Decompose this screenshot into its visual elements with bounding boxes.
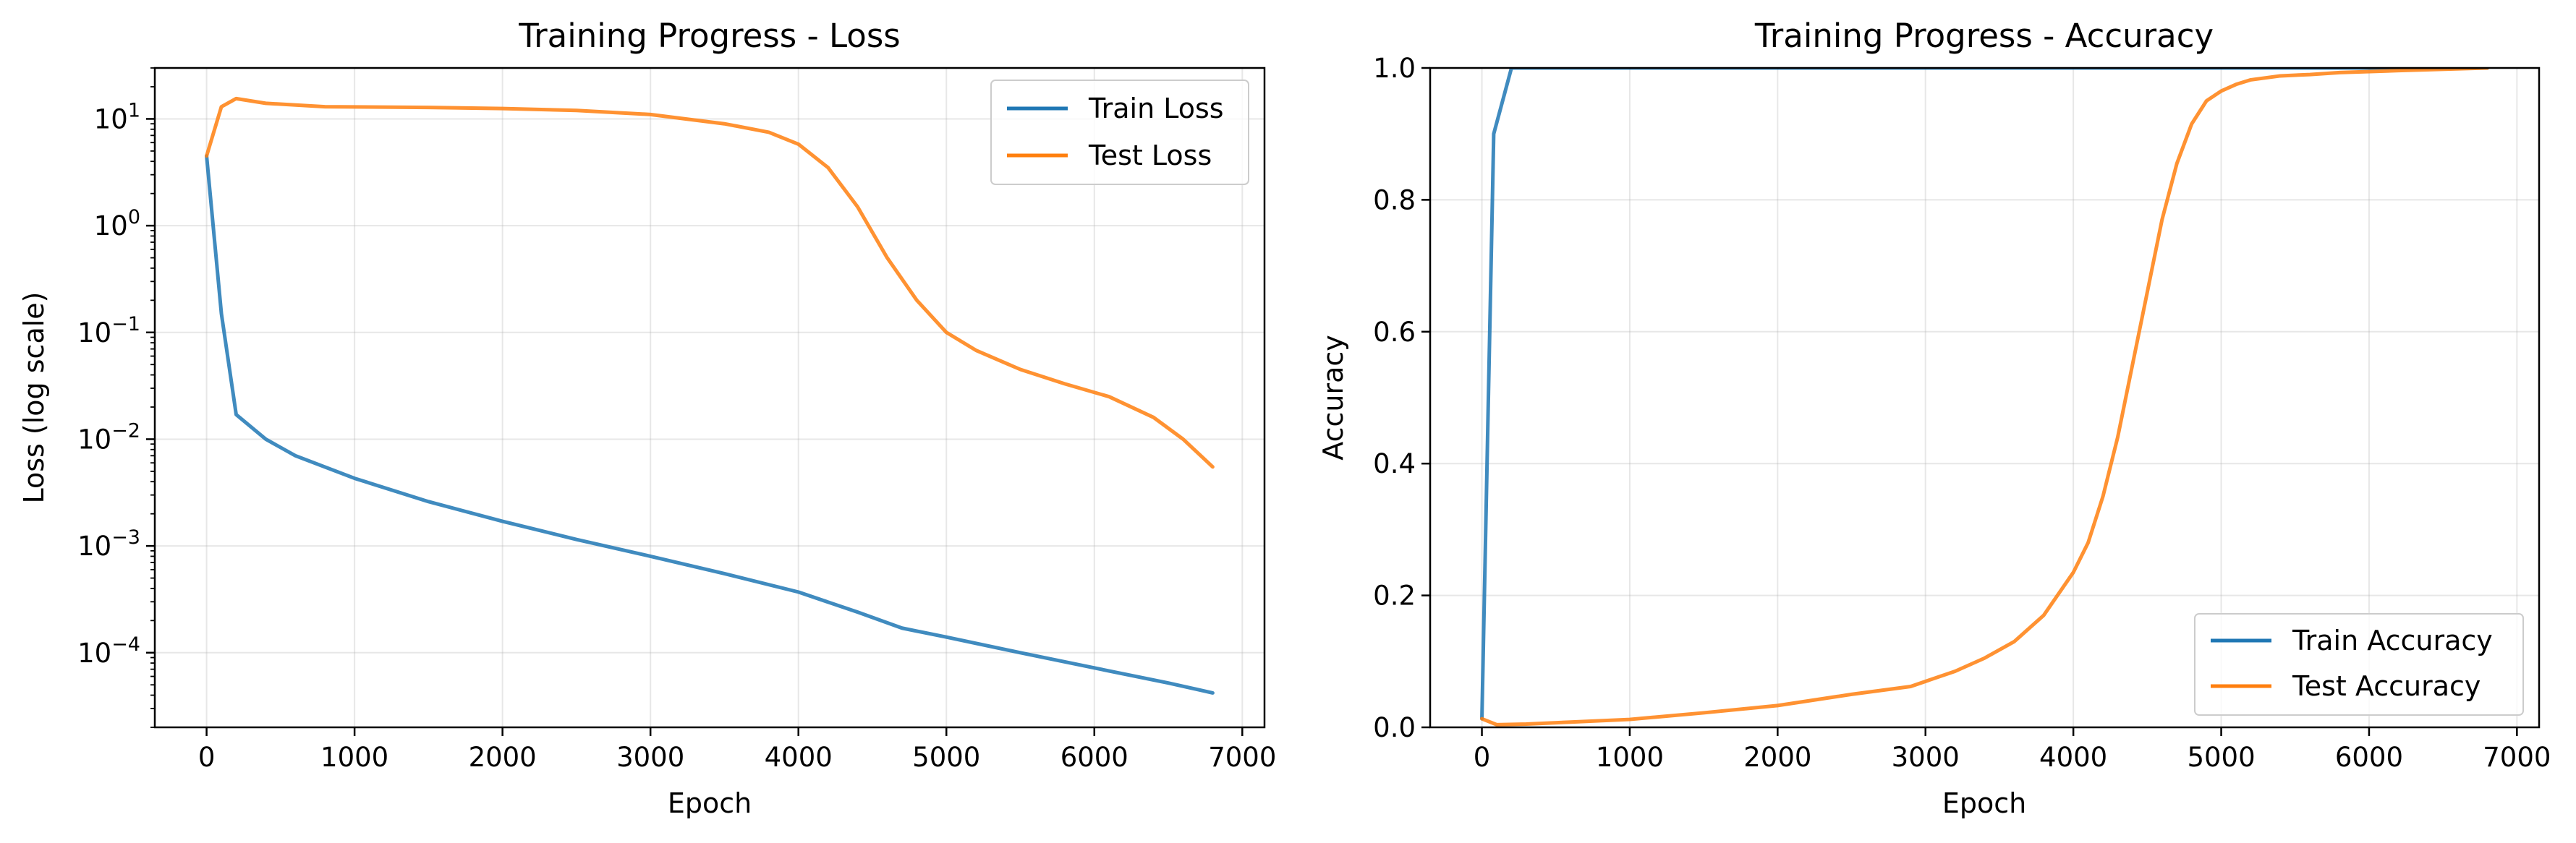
loss-y-axis-label: Loss (log scale): [18, 292, 50, 504]
loss-chart-title: Training Progress - Loss: [518, 17, 900, 55]
accuracy-x-tick-label: 0: [1474, 742, 1491, 773]
loss-x-axis-label: Epoch: [668, 787, 752, 819]
loss-x-tick-label: 3000: [616, 742, 684, 773]
loss-x-tick-label: 7000: [1208, 742, 1276, 773]
accuracy-x-tick-label: 7000: [2483, 742, 2551, 773]
accuracy-x-tick-label: 6000: [2335, 742, 2403, 773]
accuracy-chart-panel: 0 1000 2000 3000 4000 5000 6000 7000 0.0 0.2 0.4 0.…: [1317, 17, 2551, 819]
accuracy-y-tick-label: 1.0: [1373, 53, 1416, 84]
accuracy-y-tick-label: 0.8: [1373, 184, 1416, 215]
loss-series-train-loss-line: [205, 154, 1215, 695]
legend-test-loss-label: Test Loss: [1088, 140, 1212, 171]
accuracy-y-axis-label: Accuracy: [1317, 335, 1349, 461]
accuracy-x-tick-label: 5000: [2187, 742, 2255, 773]
accuracy-ticks: 0 1000 2000 3000 4000 5000 6000 7000 0.0 0.2 0.4 0.…: [1373, 53, 2551, 773]
loss-x-tick-label: 6000: [1060, 742, 1128, 773]
loss-y-tick-label: 10−2: [77, 419, 140, 455]
loss-x-tick-label: 1000: [320, 742, 388, 773]
accuracy-x-tick-label: 1000: [1596, 742, 1664, 773]
accuracy-x-tick-label: 4000: [2039, 742, 2107, 773]
loss-lines: [205, 96, 1215, 695]
accuracy-x-tick-label: 3000: [1892, 742, 1960, 773]
loss-x-tick-label: 2000: [469, 742, 537, 773]
legend-train-accuracy-label: Train Accuracy: [2292, 625, 2493, 656]
loss-x-tick-label: 0: [198, 742, 216, 773]
loss-chart-panel: 0 1000 2000 3000 4000 5000 6000 7000 10−4 10−3 10−…: [18, 17, 1276, 819]
accuracy-chart-title: Training Progress - Accuracy: [1754, 17, 2214, 55]
loss-y-tick-label: 10−1: [77, 313, 140, 348]
accuracy-y-tick-label: 0.0: [1373, 712, 1416, 743]
loss-axes-frame: [153, 67, 1266, 729]
legend-train-loss-label: Train Loss: [1088, 93, 1224, 124]
loss-x-tick-label: 5000: [912, 742, 980, 773]
accuracy-x-axis-label: Epoch: [1942, 787, 2026, 819]
accuracy-y-tick-label: 0.6: [1373, 317, 1416, 348]
loss-y-tick-label: 10−4: [77, 633, 140, 669]
loss-legend-box: [990, 80, 1249, 185]
accuracy-y-tick-label: 0.2: [1373, 581, 1416, 612]
accuracy-series-train-accuracy-line: [1480, 68, 2489, 721]
loss-series-test-loss-line: [205, 96, 1215, 469]
loss-ticks: 0 1000 2000 3000 4000 5000 6000 7000 10−4 10−3 10−…: [77, 67, 1276, 773]
accuracy-lines: [1480, 68, 2489, 727]
accuracy-legend-box: [2194, 613, 2524, 716]
accuracy-x-tick-label: 2000: [1743, 742, 1811, 773]
legend-test-accuracy-label: Test Accuracy: [2292, 670, 2481, 702]
accuracy-y-tick-label: 0.4: [1373, 448, 1416, 479]
accuracy-legend: Train Accuracy Test Accuracy: [2194, 613, 2524, 716]
accuracy-series-test-accuracy-line: [1480, 68, 2489, 727]
loss-legend: Train Loss Test Loss: [990, 80, 1249, 185]
loss-y-tick-label: 10−3: [77, 526, 140, 562]
loss-x-tick-label: 4000: [765, 742, 833, 773]
loss-y-tick-label: 101: [94, 99, 140, 134]
accuracy-axes-frame: [1429, 67, 2541, 729]
loss-y-tick-label: 100: [94, 206, 140, 241]
